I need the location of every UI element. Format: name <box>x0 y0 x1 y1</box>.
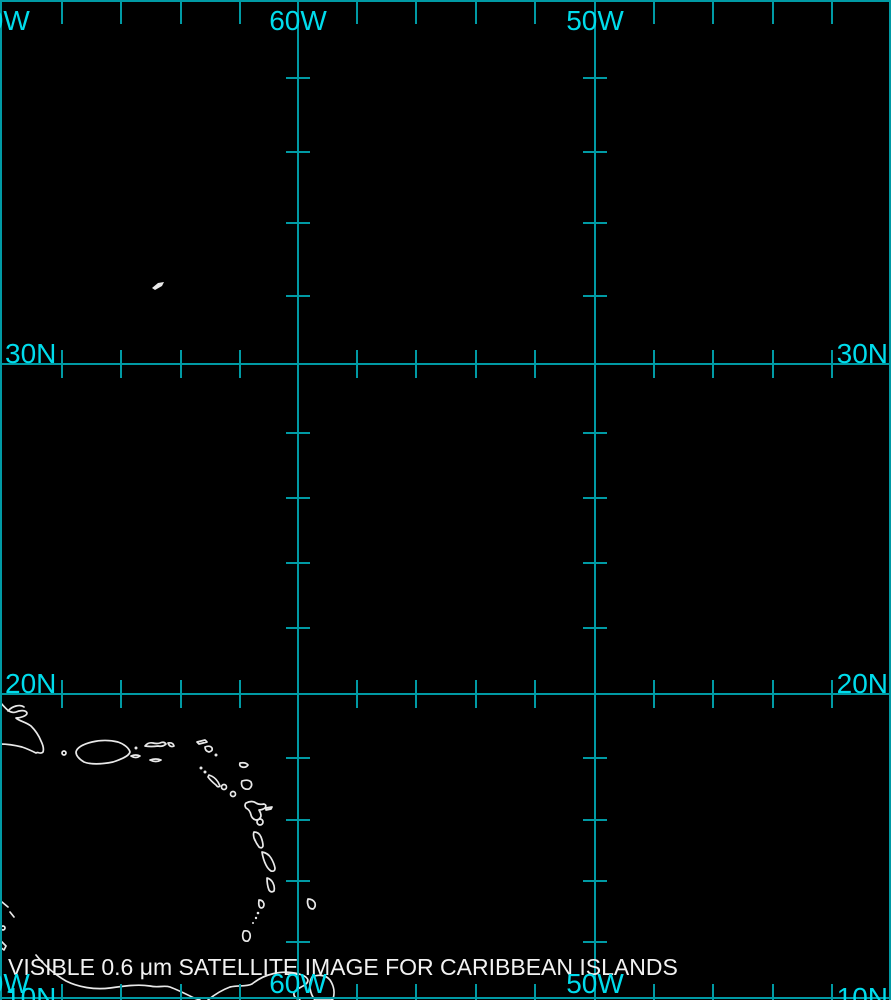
coastline-venezuela-east <box>208 972 308 1000</box>
island-barbados <box>308 899 316 909</box>
island-st-vincent <box>259 900 264 908</box>
lat-label-20n-left: 20N <box>5 668 57 699</box>
lon-label-70w-top: 70W <box>0 5 30 36</box>
annotation-block: VISIBLE 0.6 μm SATELLITE IMAGE FOR CARIB… <box>8 915 678 1000</box>
island-nevis <box>222 785 227 790</box>
island-martinique <box>262 852 275 871</box>
coastline-hispaniola <box>0 702 43 753</box>
lat-label-10n-right: 10N <box>836 982 888 1000</box>
lon-label-60w-bottom: 60W <box>269 968 327 999</box>
island-st-kitts <box>208 775 220 787</box>
island-desirade <box>266 807 272 810</box>
islet-left-edge-2 <box>10 912 14 917</box>
island-mona <box>62 751 66 755</box>
lon-label-50w-bottom: 50W <box>566 968 624 999</box>
island-antigua <box>242 780 252 789</box>
island-saba <box>199 766 203 770</box>
island-grenada <box>243 931 251 941</box>
coastline-venezuela-west <box>36 955 200 1000</box>
island-st-lucia <box>267 878 274 892</box>
islet-left-edge-4 <box>0 940 6 950</box>
island-guadeloupe <box>245 802 266 821</box>
lat-label-20n-right: 20N <box>836 668 888 699</box>
island-grenadine-3 <box>252 922 254 924</box>
island-statia <box>203 770 207 774</box>
island-grenadine-2 <box>254 916 258 920</box>
island-trinidad <box>310 975 334 1000</box>
island-barbuda <box>240 763 248 768</box>
annotation-title: VISIBLE 0.6 μm SATELLITE IMAGE FOR CARIB… <box>8 954 678 980</box>
island-st-croix <box>150 759 161 762</box>
coastline-samana <box>8 706 24 711</box>
island-dominica <box>254 832 264 848</box>
lon-label-60w-top: 60W <box>269 5 327 36</box>
island-puerto-rico <box>76 741 130 764</box>
lat-label-30n-left: 30N <box>5 338 57 369</box>
island-culebra <box>134 746 138 750</box>
island-vieques <box>131 755 140 758</box>
islands-virgin <box>145 742 166 746</box>
island-grenadine-1 <box>256 911 260 915</box>
island-marie-galante <box>257 819 263 825</box>
lat-label-10n-left: 10N <box>5 982 57 1000</box>
island-st-martin <box>205 746 212 752</box>
island-st-barth <box>214 753 218 757</box>
island-montserrat <box>231 792 236 797</box>
island-bermuda <box>152 282 164 290</box>
island-anguilla <box>197 740 207 744</box>
lat-label-30n-right: 30N <box>836 338 888 369</box>
lon-label-70w-bottom: 70W <box>0 968 30 999</box>
islet-left-edge-1 <box>2 902 8 907</box>
island-tortola <box>168 743 174 747</box>
lon-label-50w-top: 50W <box>566 5 624 36</box>
